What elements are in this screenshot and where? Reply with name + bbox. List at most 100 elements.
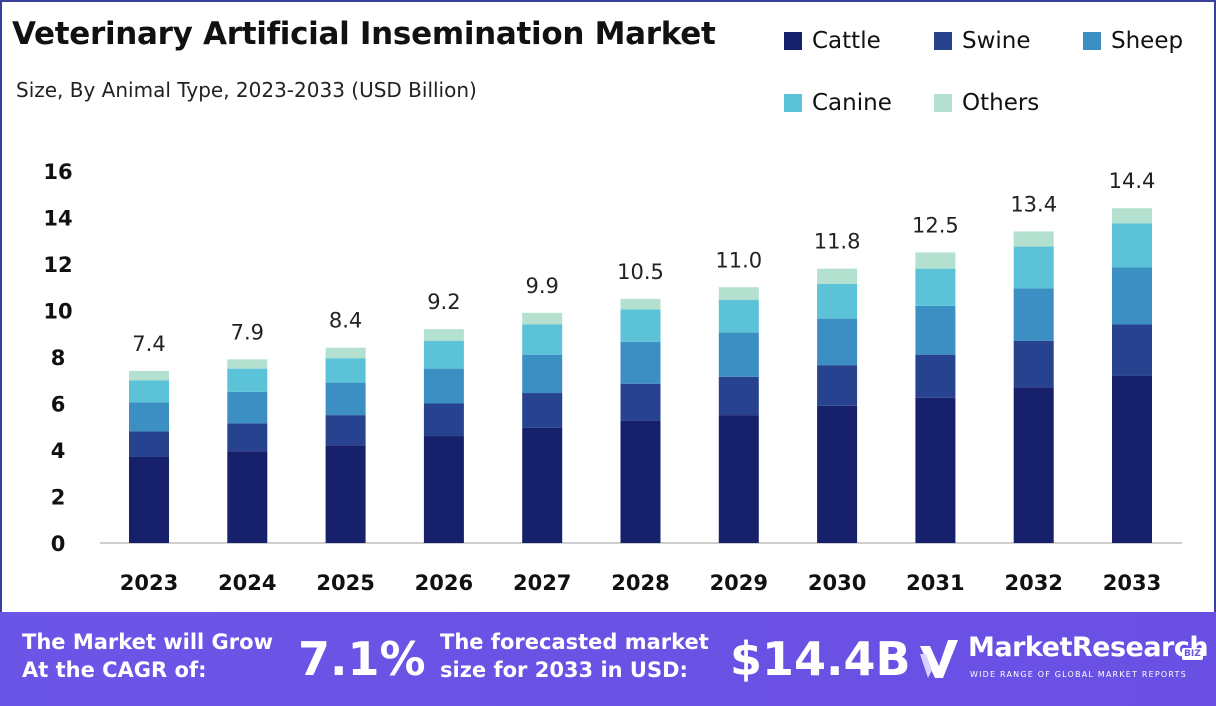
legend-item-canine: Canine xyxy=(784,90,892,116)
bar-segment-cattle xyxy=(423,436,464,543)
legend-label-canine: Canine xyxy=(812,90,892,116)
bar-segment-canine xyxy=(325,358,366,383)
bar-total-label: 10.5 xyxy=(617,260,664,284)
legend-swatch-canine xyxy=(784,94,802,112)
forecast-value: $14.4B xyxy=(730,632,911,686)
bar-segment-sheep xyxy=(1112,267,1152,325)
legend-label-cattle: Cattle xyxy=(812,28,881,54)
bar-segment-others xyxy=(915,252,956,269)
bar-segment-cattle xyxy=(817,405,858,543)
bar-segment-canine xyxy=(423,340,464,369)
y-tick-label: 0 xyxy=(51,532,66,556)
bar-segment-canine xyxy=(915,268,956,306)
bar-segment-others xyxy=(817,268,858,284)
bar-segment-others xyxy=(325,347,366,359)
bar-segment-others xyxy=(1112,208,1152,224)
forecast-label: The forecasted market size for 2033 in U… xyxy=(440,630,709,682)
bar-total-label: 14.4 xyxy=(1109,169,1156,193)
bar-segment-canine xyxy=(817,283,858,319)
market-research-logo[interactable]: MarketResearch BIZ WIDE RANGE OF GLOBAL … xyxy=(916,628,1209,692)
legend-item-sheep: Sheep xyxy=(1083,28,1183,54)
bar-segment-others xyxy=(423,329,464,341)
logo-badge: BIZ xyxy=(1182,648,1203,660)
bar-segment-others xyxy=(129,370,169,381)
bar-segment-sheep xyxy=(129,402,169,432)
bar-total-label: 8.4 xyxy=(329,309,362,333)
bar-segment-others xyxy=(522,312,563,325)
bar-segment-canine xyxy=(522,324,563,355)
bar-segment-sheep xyxy=(423,368,464,404)
bar-segment-swine xyxy=(423,403,464,437)
bar-segment-cattle xyxy=(620,420,661,543)
legend-label-sheep: Sheep xyxy=(1111,28,1184,54)
x-tick-label: 2032 xyxy=(1004,571,1062,595)
x-tick-label: 2033 xyxy=(1103,571,1161,595)
bar-segment-swine xyxy=(522,393,563,428)
legend-item-cattle: Cattle xyxy=(784,28,881,54)
y-tick-label: 2 xyxy=(51,486,66,510)
bar-segment-swine xyxy=(915,354,956,398)
bar-segment-cattle xyxy=(227,451,268,543)
y-tick-label: 12 xyxy=(43,253,72,277)
chart-subtitle: Size, By Animal Type, 2023-2033 (USD Bil… xyxy=(16,78,477,102)
bar-total-label: 7.9 xyxy=(231,320,264,344)
bar-total-label: 9.9 xyxy=(525,274,558,298)
bar-segment-cattle xyxy=(129,456,169,543)
legend-item-others: Others xyxy=(934,90,1039,116)
x-tick-label: 2031 xyxy=(906,571,964,595)
bar-segment-others xyxy=(718,287,759,301)
legend-item-swine: Swine xyxy=(934,28,1031,54)
x-tick-label: 2030 xyxy=(808,571,866,595)
x-tick-label: 2028 xyxy=(611,571,669,595)
stacked-bar-chart: 0 2 4 6 8 10 12 14 16 7.4 2023 7.9 2024 8.4 2025 9.2 202… xyxy=(43,160,1182,595)
x-tick-label: 2024 xyxy=(218,571,276,595)
bar-segment-sheep xyxy=(718,332,759,377)
y-tick-label: 8 xyxy=(51,346,66,370)
y-tick-label: 16 xyxy=(43,160,72,184)
cagr-label: The Market will Grow At the CAGR of: xyxy=(22,630,273,682)
bar-segment-swine xyxy=(1013,340,1054,388)
bar-segment-cattle xyxy=(1013,387,1054,543)
legend-label-swine: Swine xyxy=(962,28,1031,54)
x-tick-label: 2023 xyxy=(120,571,178,595)
legend-swatch-swine xyxy=(934,32,952,50)
y-tick-label: 4 xyxy=(51,439,66,463)
bar-segment-swine xyxy=(718,376,759,416)
bar-segment-canine xyxy=(718,300,759,333)
bar-total-label: 13.4 xyxy=(1010,192,1057,216)
bar-segment-sheep xyxy=(325,382,366,416)
y-tick-label: 10 xyxy=(43,300,72,324)
bar-segment-canine xyxy=(1013,246,1054,289)
legend-swatch-sheep xyxy=(1083,32,1101,50)
bar-total-label: 12.5 xyxy=(912,213,959,237)
bar-segment-swine xyxy=(227,423,268,452)
bar-segment-cattle xyxy=(1112,375,1152,543)
bar-segment-sheep xyxy=(227,391,268,424)
bar-segment-cattle xyxy=(522,427,563,543)
bar-total-label: 11.8 xyxy=(814,230,861,254)
bar-segment-canine xyxy=(129,380,169,403)
legend-swatch-others xyxy=(934,94,952,112)
bar-segment-cattle xyxy=(718,415,759,543)
logo-tagline: WIDE RANGE OF GLOBAL MARKET REPORTS xyxy=(970,670,1187,679)
logo-name: MarketResearch xyxy=(968,632,1209,663)
x-tick-label: 2029 xyxy=(710,571,768,595)
cagr-value: 7.1% xyxy=(298,632,426,686)
bar-segment-cattle xyxy=(325,445,366,543)
bar-segment-canine xyxy=(1112,223,1152,268)
bar-segment-others xyxy=(1013,231,1054,247)
bar-total-label: 11.0 xyxy=(715,248,762,272)
bar-segment-sheep xyxy=(1013,288,1054,341)
bar-segment-others xyxy=(227,359,268,369)
bar-segment-sheep xyxy=(522,354,563,394)
bar-segment-swine xyxy=(1112,324,1152,376)
bar-total-label: 9.2 xyxy=(427,290,460,314)
bar-segment-swine xyxy=(620,383,661,421)
bar-segment-canine xyxy=(227,368,268,392)
footer-banner: The Market will Grow At the CAGR of: 7.1… xyxy=(0,612,1216,706)
y-tick-label: 14 xyxy=(43,207,72,231)
x-tick-label: 2025 xyxy=(316,571,374,595)
bar-segment-swine xyxy=(129,431,169,457)
legend-swatch-cattle xyxy=(784,32,802,50)
